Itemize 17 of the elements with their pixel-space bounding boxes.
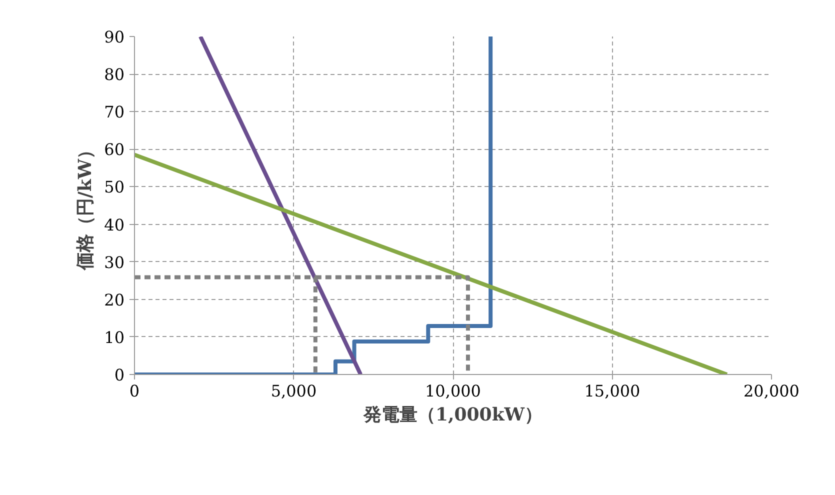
y-tick-label: 80 [104, 65, 124, 84]
x-tick-label: 0 [129, 382, 140, 400]
y-axis-title: 価格（円/kW） [75, 140, 96, 272]
y-tick-label: 70 [104, 102, 124, 122]
y-tick-label: 40 [104, 215, 124, 234]
y-tick-label: 10 [104, 328, 124, 347]
y-tick-label: 0 [114, 366, 125, 384]
y-tick-label: 60 [104, 140, 124, 160]
y-tick-label: 50 [104, 178, 124, 197]
y-tick-label: 30 [104, 252, 124, 272]
x-tick-label: 10,000 [425, 382, 481, 400]
y-tick-label: 20 [104, 290, 124, 310]
x-tick-label: 15,000 [584, 382, 640, 400]
y-tick-label: 90 [104, 28, 124, 46]
x-axis-title: 発電量（1,000kW） [362, 404, 543, 426]
x-tick-label: 20,000 [744, 382, 800, 400]
x-tick-label: 5,000 [270, 382, 317, 400]
